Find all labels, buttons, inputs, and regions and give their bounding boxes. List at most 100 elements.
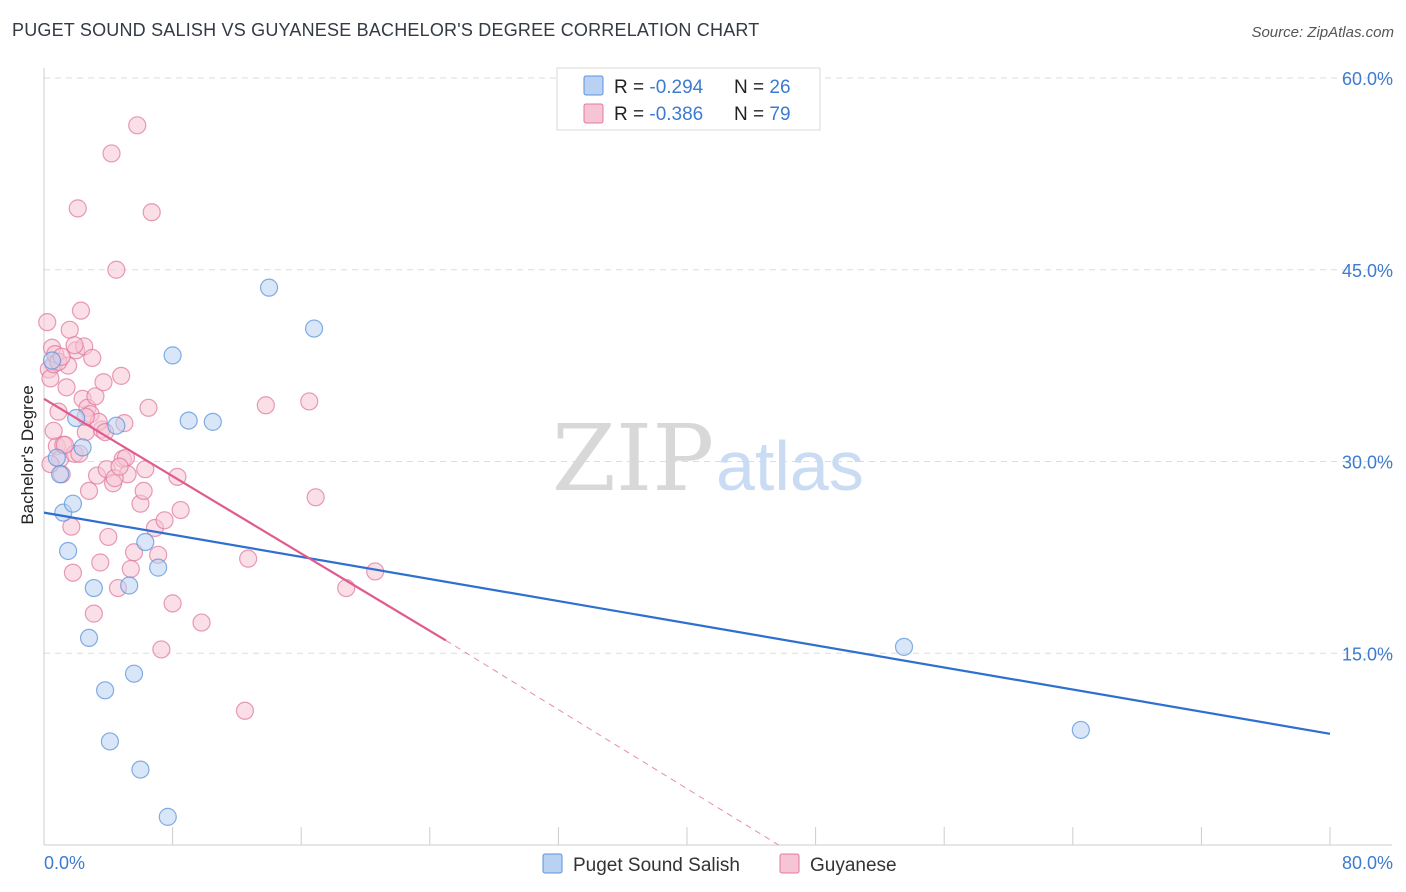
legend-row-blue: R = -0.294: [614, 77, 704, 98]
legend-n-blue: N = 26: [734, 77, 791, 98]
salish-point: [131, 760, 150, 779]
guyanese-point: [163, 594, 182, 613]
legend-n-value: 26: [769, 77, 790, 98]
guyanese-point: [102, 144, 121, 163]
salish-point: [47, 448, 66, 467]
guyanese-point: [112, 366, 131, 385]
guyanese-point: [60, 320, 79, 339]
guyanese-point: [155, 511, 174, 530]
salish-point: [120, 576, 139, 595]
guyanese-point: [79, 481, 99, 501]
bottom-legend-label-blue: Puget Sound Salish: [573, 855, 740, 876]
guyanese-point: [142, 203, 161, 222]
source-label: Source: ZipAtlas.com: [1251, 24, 1394, 41]
guyanese-point: [57, 378, 76, 397]
guyanese-point: [99, 527, 118, 547]
guyanese-point: [139, 398, 158, 417]
salish-point: [84, 578, 103, 598]
guyanese-point: [71, 301, 91, 320]
salish-point: [136, 532, 155, 552]
x-tick-labels: 0.0% 80.0%: [44, 853, 1393, 873]
guyanese-point: [134, 481, 153, 501]
salish-point: [304, 319, 324, 338]
guyanese-point: [68, 199, 87, 218]
watermark-zip: ZIP: [552, 405, 714, 512]
legend-row-pink: R = -0.386: [614, 104, 703, 125]
watermark-atlas: atlas: [716, 427, 864, 505]
salish-point: [149, 558, 168, 577]
guyanese-point: [38, 313, 57, 332]
x-tick-label: 80.0%: [1342, 853, 1393, 873]
watermark: ZIP atlas: [552, 405, 864, 512]
legend-swatch-pink: [583, 103, 604, 124]
y-axis-label: Bachelor's Degree: [18, 385, 37, 524]
guyanese-point: [121, 559, 140, 578]
salish-point: [100, 732, 120, 751]
salish-point: [1071, 720, 1090, 740]
salish-trend-line: [43, 511, 1331, 735]
guyanese-point: [107, 260, 126, 279]
x-tick-label: 0.0%: [44, 853, 85, 873]
salish-point: [107, 416, 126, 435]
guyanese-point: [192, 613, 211, 632]
salish-point: [894, 637, 914, 656]
salish-point: [79, 628, 99, 648]
puget-sound-salish-points: [42, 278, 1090, 826]
bottom-legend-swatch-pink: [779, 853, 800, 874]
salish-point: [63, 494, 83, 513]
salish-point: [50, 465, 70, 484]
guyanese-point: [171, 500, 190, 520]
legend: R = -0.294 N = 26 R = -0.386 N = 79: [556, 67, 821, 131]
legend-r-value: -0.386: [649, 104, 703, 125]
bottom-legend: Puget Sound Salish Guyanese: [542, 853, 897, 876]
guyanese-trend-line: [43, 397, 447, 642]
guyanese-point: [83, 348, 102, 368]
guyanese-point: [63, 563, 83, 582]
guyanese-point: [94, 373, 113, 392]
guyanese-point: [256, 396, 275, 415]
y-tick-label: 60.0%: [1342, 69, 1393, 89]
y-tick-labels: 15.0% 30.0% 45.0% 60.0%: [1342, 69, 1393, 664]
legend-n-pink: N = 79: [734, 104, 791, 125]
guyanese-point: [65, 336, 84, 355]
guyanese-point: [55, 435, 74, 454]
grid-lines: [44, 77, 1392, 654]
guyanese-point: [306, 488, 325, 507]
legend-n-label: N =: [734, 77, 769, 98]
bottom-legend-swatch-blue: [542, 853, 563, 874]
guyanese-point: [86, 387, 105, 406]
guyanese-point: [235, 701, 255, 720]
legend-n-label: N =: [734, 104, 769, 125]
salish-point: [59, 541, 78, 561]
salish-point: [203, 412, 222, 431]
salish-point: [42, 351, 62, 370]
guyanese-point: [300, 392, 319, 411]
y-tick-label: 30.0%: [1342, 453, 1393, 473]
legend-swatch-blue: [583, 75, 604, 96]
y-tick-label: 45.0%: [1342, 261, 1393, 281]
trend-lines: [43, 397, 1331, 846]
legend-r-label: R =: [614, 104, 649, 125]
salish-point: [259, 278, 279, 297]
legend-r-value: -0.294: [649, 77, 703, 98]
guyanese-point: [91, 553, 110, 572]
legend-n-value: 79: [769, 104, 790, 125]
axes: [43, 68, 1392, 846]
legend-r-label: R =: [614, 77, 649, 98]
y-tick-label: 15.0%: [1342, 644, 1393, 664]
guyanese-point: [128, 116, 147, 135]
salish-point: [163, 346, 182, 365]
salish-point: [73, 438, 92, 457]
salish-point: [179, 411, 198, 430]
salish-point: [158, 807, 177, 826]
guyanese-point: [239, 549, 258, 568]
guyanese-point: [84, 604, 103, 623]
salish-point: [95, 681, 115, 700]
guyanese-point: [124, 543, 144, 562]
guyanese-point: [44, 421, 63, 440]
bottom-legend-label-pink: Guyanese: [810, 855, 897, 876]
guyanese-trend-extension: [445, 640, 779, 846]
guyanese-point: [337, 578, 356, 598]
guyanese-point: [110, 457, 129, 476]
